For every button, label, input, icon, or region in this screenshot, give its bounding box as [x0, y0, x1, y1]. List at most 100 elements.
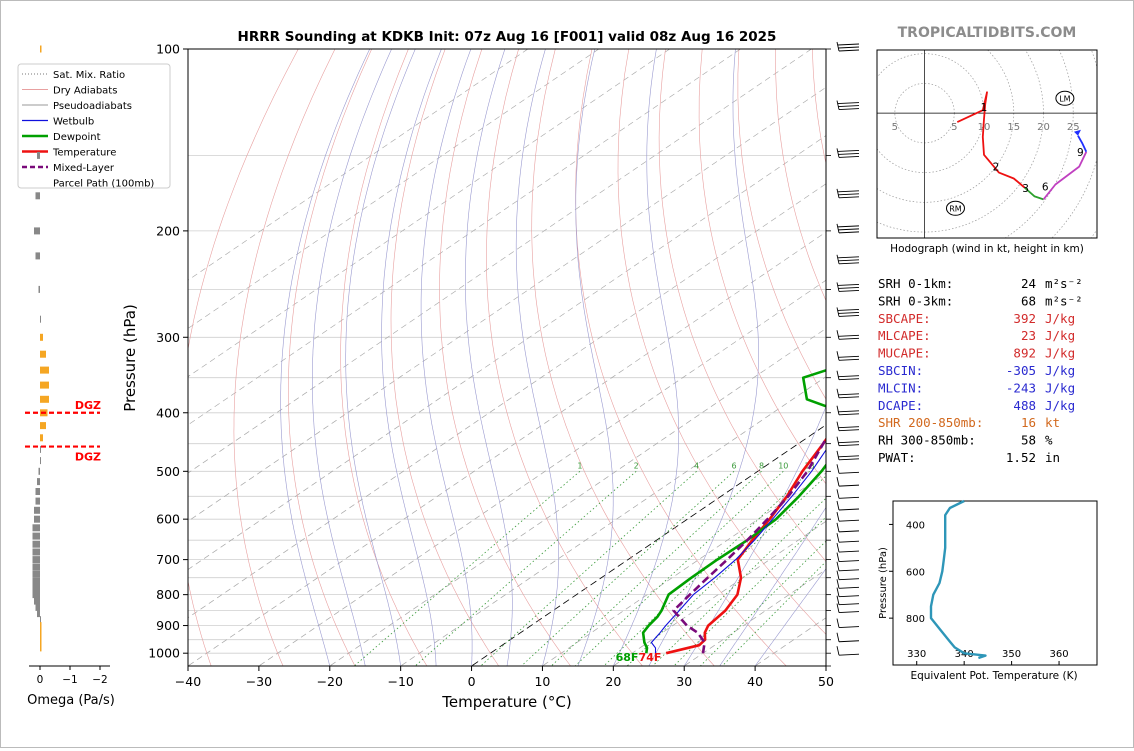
- wind-barb: [836, 587, 860, 598]
- barb-staff: [836, 489, 840, 499]
- wind-barb: [836, 370, 860, 381]
- omega-bar: [40, 434, 43, 442]
- barb-flag: [838, 378, 860, 381]
- index-value: 23: [1021, 328, 1036, 343]
- omega-bar: [35, 497, 40, 505]
- x-tick-label: −10: [387, 674, 413, 689]
- index-row: MUCAPE: 892 J/kg: [878, 346, 1075, 361]
- mixing-ratio-line: [626, 475, 826, 666]
- barb-flag: [838, 49, 860, 52]
- barb-flag: [838, 550, 860, 553]
- index-unit: J/kg: [1045, 398, 1075, 413]
- barb-flag: [838, 193, 860, 196]
- wind-barbs: [836, 41, 860, 656]
- omega-bar: [34, 597, 40, 605]
- hodograph-ring-label: 5: [951, 122, 957, 133]
- wind-barb: [836, 421, 860, 432]
- chart-title: HRRR Sounding at KDKB Init: 07z Aug 16 […: [238, 29, 777, 45]
- y-tick-label: 700: [156, 552, 180, 567]
- dry-adiabat: [390, 49, 499, 666]
- moist-adiabat: [515, 49, 559, 666]
- x-tick-label: 10: [534, 674, 550, 689]
- barb-flag: [837, 43, 860, 46]
- omega-bar: [37, 151, 40, 159]
- barb-staff: [836, 512, 840, 522]
- dry-adiabat: [617, 49, 826, 635]
- barb-staff: [836, 561, 840, 571]
- omega-bar: [32, 570, 40, 578]
- barb-staff: [836, 542, 840, 553]
- y-tick-label: 400: [156, 405, 180, 420]
- omega-bar: [40, 457, 41, 465]
- omega-bar: [38, 467, 40, 475]
- index-unit: J/kg: [1045, 328, 1075, 343]
- wind-barb: [836, 450, 860, 461]
- index-value: -305: [1006, 363, 1036, 378]
- barb-staff: [836, 330, 840, 340]
- dry-adiabat: [737, 49, 826, 400]
- omega-bar: [40, 633, 42, 641]
- theta-e-xlabel: Equivalent Pot. Temperature (K): [910, 670, 1077, 682]
- index-row: SRH 0-3km: 68 m²s⁻²: [878, 293, 1083, 308]
- barb-flag: [838, 653, 860, 656]
- dry-adiabat: [658, 49, 826, 562]
- barb-flag: [838, 228, 860, 231]
- isotherm: [542, 472, 826, 666]
- isotherm: [188, 231, 826, 666]
- barb-flag: [838, 393, 860, 396]
- x-tick-label: −20: [317, 674, 343, 689]
- index-label: SRH 0-1km:: [878, 276, 953, 291]
- y-axis-label: Pressure (hPa): [121, 304, 139, 412]
- moist-adiabat: [465, 49, 513, 666]
- moist-adiabat: [420, 49, 473, 666]
- moist-adiabat: [381, 49, 442, 666]
- legend-label: Wetbulb: [53, 117, 94, 128]
- x-axis-label: Temperature (°C): [441, 693, 571, 711]
- skewt-panel: 1 2 4 6 8 10 13 16 20 24 30 36 −40 −30 −20 −10 0 10 20 30 4…: [121, 41, 860, 711]
- barb-flag: [838, 560, 860, 563]
- omega-bar: [40, 622, 42, 630]
- barb-staff: [836, 579, 840, 589]
- omega-bar: [35, 252, 40, 260]
- legend-label: Sat. Mix. Ratio: [53, 70, 125, 81]
- mixing-ratio-line: [673, 516, 826, 666]
- omega-bar: [35, 192, 40, 200]
- theta-e-xtick-label: 360: [1049, 649, 1068, 660]
- index-label: SBCAPE:: [878, 311, 931, 326]
- hodograph-height-label: 6: [1042, 181, 1049, 193]
- dry-adiabat: [486, 49, 643, 666]
- wind-barb: [836, 579, 860, 589]
- hodograph-ring-label: 5: [892, 122, 898, 133]
- index-row: PWAT: 1.52 in: [878, 450, 1060, 465]
- barb-staff: [836, 223, 840, 233]
- theta-e-ytick-label: 600: [906, 567, 925, 578]
- barb-flag: [838, 626, 860, 629]
- mixing-ratio-label: 2: [634, 461, 639, 470]
- index-label: DCAPE:: [878, 398, 923, 413]
- legend-label: Pseudoadiabats: [53, 101, 132, 112]
- surface-temp-label: 74F: [639, 651, 662, 664]
- barb-flag: [838, 444, 860, 447]
- wind-barb: [836, 351, 860, 361]
- mixing-ratio-line: [551, 471, 762, 666]
- index-value: 68: [1021, 293, 1036, 308]
- wind-barb: [836, 41, 860, 52]
- barb-staff: [836, 100, 840, 110]
- barb-flag: [838, 231, 860, 234]
- barb-flag: [838, 337, 860, 340]
- index-unit: J/kg: [1045, 380, 1075, 395]
- omega-bar: [34, 227, 40, 235]
- barb-staff: [836, 646, 840, 656]
- omega-bar: [40, 315, 41, 323]
- barb-flag: [837, 149, 860, 152]
- isotherm: [258, 279, 826, 666]
- barb-flag: [838, 152, 860, 155]
- y-tick-label: 800: [156, 587, 180, 602]
- index-value: -243: [1006, 380, 1036, 395]
- omega-bar: [34, 515, 40, 523]
- barb-flag: [838, 46, 860, 49]
- index-label: MUCAPE:: [878, 346, 931, 361]
- omega-bar: [40, 616, 41, 624]
- x-tick-label: 0: [468, 674, 476, 689]
